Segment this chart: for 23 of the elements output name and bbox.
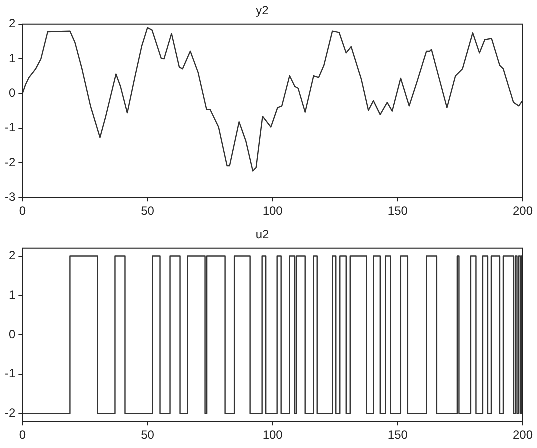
- x-tick-label: 50: [141, 204, 155, 218]
- y-tick-label: 1: [8, 51, 16, 66]
- x-tick-label: 0: [19, 428, 26, 442]
- y-tick-label: -1: [5, 120, 16, 135]
- y-tick-label: 2: [8, 16, 16, 31]
- chart-title: y2: [256, 4, 270, 18]
- y-tick-label: -1: [5, 366, 16, 381]
- y-tick-label: -3: [5, 190, 16, 204]
- x-tick-label: 200: [512, 204, 534, 218]
- chart-title: u2: [256, 228, 270, 242]
- x-tick-label: 150: [388, 204, 408, 218]
- y-tick-label: 1: [8, 288, 16, 302]
- y-tick-label: -2: [5, 406, 16, 420]
- y-tick-label: 0: [8, 327, 16, 342]
- x-tick-label: 200: [512, 428, 534, 442]
- x-tick-label: 0: [19, 204, 26, 218]
- x-tick-label: 100: [262, 428, 284, 442]
- y-tick-label: -2: [5, 155, 16, 170]
- x-tick-label: 150: [388, 428, 408, 442]
- x-tick-label: 100: [262, 204, 284, 218]
- y-tick-label: 2: [8, 248, 16, 263]
- y-tick-label: 0: [8, 86, 16, 100]
- x-tick-label: 50: [141, 428, 155, 442]
